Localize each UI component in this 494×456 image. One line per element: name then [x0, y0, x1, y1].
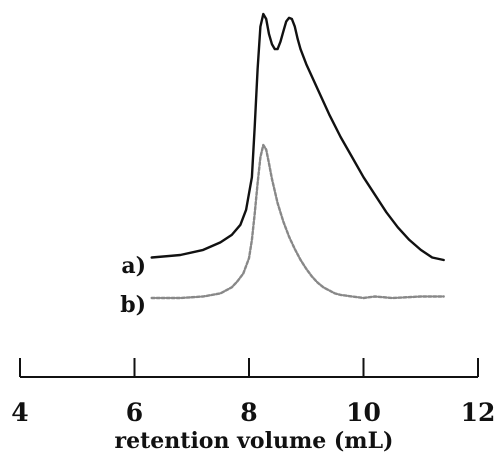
x-axis: 4 6 8 10 12 — [11, 358, 494, 427]
x-axis-title: retention volume (mL) — [115, 428, 394, 454]
series-label-a: a) — [121, 253, 146, 279]
x-tick-label: 10 — [346, 398, 381, 427]
series-label-b: b) — [120, 292, 146, 318]
x-tick-label: 6 — [126, 398, 143, 427]
chart-series — [150, 12, 445, 300]
series-labels: a) b) — [120, 253, 146, 318]
series-line-b — [150, 143, 445, 300]
x-tick-label: 4 — [11, 398, 28, 427]
x-tick-label: 12 — [461, 398, 494, 427]
x-tick-label: 8 — [240, 398, 257, 427]
series-line-a — [150, 12, 445, 262]
